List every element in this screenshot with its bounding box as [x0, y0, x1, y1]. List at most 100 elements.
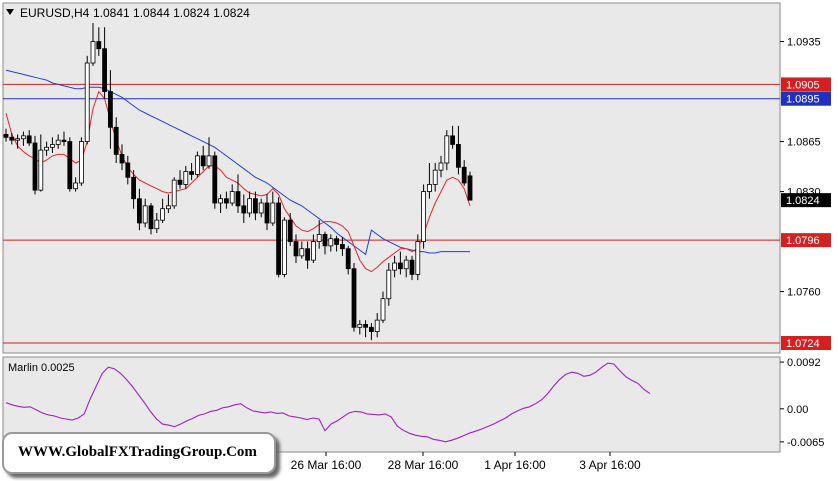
- level-label: 1.0895: [786, 94, 820, 106]
- candle-body: [276, 202, 282, 275]
- candle-body: [171, 179, 177, 207]
- candle-body: [415, 241, 421, 275]
- candle-body: [444, 135, 450, 164]
- candle-body: [455, 144, 461, 168]
- y-axis-labels: 1.0905 1.0895 1.0796 1.0724 1.0824 1.0935 1.08…: [780, 37, 831, 449]
- candle-body: [368, 326, 374, 332]
- candle-body: [44, 146, 49, 151]
- level-label-box: [781, 91, 831, 106]
- candle-body: [403, 259, 409, 270]
- marlin-line: [5, 362, 651, 443]
- candle-body: [102, 48, 107, 92]
- ohlc-values: 1.0841 1.0844 1.0824 1.0824: [93, 6, 250, 20]
- level-label-box: [781, 77, 831, 92]
- y-tick-label: 1.0865: [787, 137, 821, 149]
- candle-body: [90, 41, 96, 64]
- candle-body: [218, 198, 224, 204]
- candle-body: [252, 198, 258, 214]
- marlin-title: Marlin 0.0025: [8, 362, 75, 374]
- candle-body: [363, 324, 369, 328]
- candle-body: [351, 268, 357, 328]
- candle-body: [374, 319, 380, 332]
- horizontal-levels: [3, 83, 780, 344]
- candle-body: [345, 248, 351, 270]
- candle-body: [3, 134, 9, 138]
- candle-body: [20, 135, 26, 140]
- candle-body: [200, 155, 206, 167]
- level-label-box: [781, 233, 831, 248]
- candle-body: [357, 324, 363, 328]
- x-tick-label: 28 Mar 16:00: [388, 458, 459, 472]
- candle-body: [165, 205, 171, 210]
- level-label: 1.0796: [786, 235, 820, 247]
- candle-body: [67, 141, 73, 190]
- candle-body: [84, 62, 90, 142]
- candle-body: [409, 259, 415, 275]
- candle-body: [15, 138, 21, 141]
- candle-body: [235, 191, 241, 207]
- candle-body: [241, 205, 247, 214]
- candle-body: [305, 248, 311, 261]
- x-tick-label: 1 Apr 16:00: [484, 458, 546, 472]
- candle-body: [189, 171, 195, 175]
- candle-body: [108, 91, 113, 128]
- marlin-tick-label: -0.0065: [787, 437, 824, 449]
- candle-body: [229, 191, 235, 204]
- y-tick-label: 1.0760: [787, 287, 821, 299]
- current-price-box: [781, 193, 831, 208]
- candle-body: [264, 202, 270, 224]
- candle-body: [328, 238, 334, 247]
- candle-body: [38, 149, 44, 191]
- candle-body: [386, 269, 392, 300]
- marlin-tick-label: 0.0092: [787, 357, 821, 369]
- candle-body: [55, 139, 61, 145]
- dropdown-triangle-icon[interactable]: [6, 9, 14, 15]
- candle-body: [96, 41, 102, 50]
- candle-body: [438, 162, 444, 171]
- candle-body: [142, 205, 148, 224]
- candle-body: [392, 262, 398, 271]
- level-label: 1.0724: [786, 338, 820, 350]
- watermark-text: WWW.GlobalFXTradingGroup.Com: [18, 444, 257, 460]
- candle-body: [380, 298, 386, 321]
- candle-body: [61, 139, 67, 142]
- candle-body: [461, 166, 467, 184]
- candle-body: [125, 162, 131, 178]
- candle-body: [247, 198, 253, 214]
- candlesticks: [3, 23, 473, 341]
- price-panel: [2, 2, 781, 354]
- watermark-badge: WWW.GlobalFXTradingGroup.Com: [2, 432, 276, 474]
- candle-body: [334, 238, 340, 245]
- candle-body: [32, 142, 38, 191]
- candle-body: [113, 126, 119, 155]
- y-tick-label: 1.0830: [787, 187, 821, 199]
- candle-body: [450, 135, 456, 145]
- ma-blue-line: [5, 69, 470, 256]
- candle-body: [397, 262, 403, 270]
- candle-body: [339, 244, 345, 250]
- y-tick-label: 1.0935: [787, 37, 821, 49]
- candle-body: [26, 135, 32, 144]
- candle-body: [212, 155, 218, 204]
- candle-body: [287, 219, 293, 242]
- x-tick-label: 26 Mar 16:00: [291, 458, 362, 472]
- candle-body: [154, 219, 160, 230]
- marlin-tick-label: 0.00: [787, 404, 808, 416]
- candle-body: [432, 169, 438, 185]
- candle-body: [426, 184, 432, 192]
- candle-body: [270, 202, 276, 224]
- candle-body: [310, 241, 316, 261]
- candle-body: [299, 248, 305, 257]
- candle-body: [136, 198, 142, 224]
- candle-body: [177, 179, 183, 185]
- candle-body: [258, 202, 264, 214]
- candle-body: [322, 234, 328, 247]
- candle-body: [293, 241, 299, 257]
- level-label-box: [781, 336, 831, 350]
- candle-body: [421, 191, 427, 242]
- candle-body: [183, 171, 189, 185]
- symbol-label: EURUSD,H4: [20, 6, 90, 20]
- candle-body: [79, 141, 84, 184]
